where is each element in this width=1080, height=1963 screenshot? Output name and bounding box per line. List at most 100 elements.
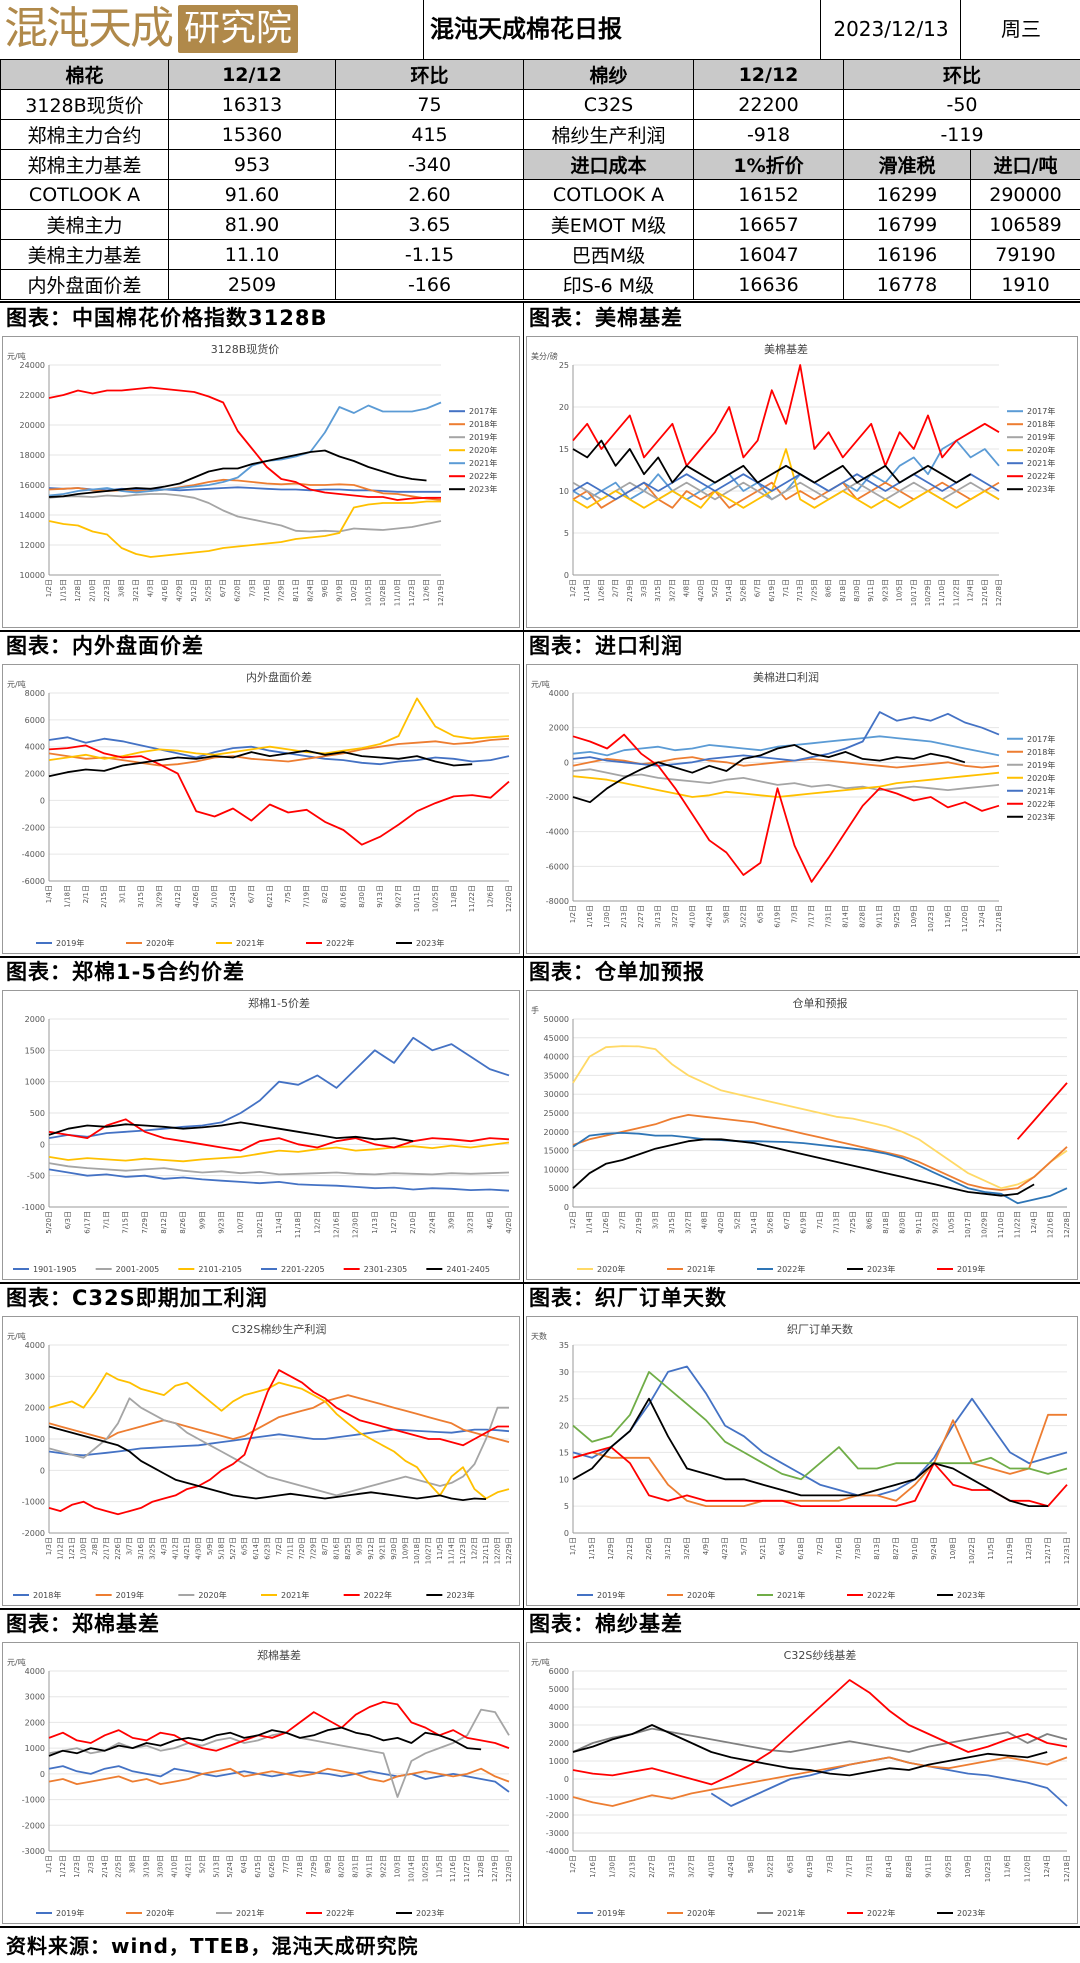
legend-label: 2020年 (1027, 773, 1055, 783)
x-tick-label: 11/16日 (449, 1855, 457, 1882)
x-tick-label: 4/26日 (192, 885, 200, 908)
x-tick-label: 12/31日 (1063, 1537, 1071, 1564)
x-tick-label: 4/20日 (505, 1211, 513, 1234)
table-row: COTLOOK A 91.60 2.60 (0, 179, 524, 210)
chart-panel: 仓单和预报手 0 5000 10000 15000 20000 25000 30000 3500… (526, 990, 1078, 1280)
x-tick-label: 10/11日 (413, 885, 421, 912)
y-tick-label: 20000 (20, 421, 45, 430)
y-tick-label: 22000 (20, 391, 45, 400)
x-tick-label: 8/16日 (333, 1537, 341, 1560)
x-tick-label: 10/17日 (964, 1211, 972, 1238)
report-date: 2023/12/13 (820, 0, 961, 59)
table-cell: 415 (335, 119, 524, 150)
x-tick-label: 4/9日 (702, 1537, 710, 1555)
table-cell: 91.60 (168, 179, 336, 210)
x-tick-label: 9/23日 (218, 1211, 226, 1234)
x-tick-label: 8/30日 (898, 1211, 906, 1234)
series-line (572, 448, 1000, 509)
x-tick-label: 8/30日 (358, 885, 366, 908)
report-header: 混沌天成 研究院 混沌天成棉花日报 2023/12/13 周三 (0, 0, 1080, 61)
y-tick-label: -2000 (22, 1821, 45, 1830)
y-tick-label: 4000 (25, 1667, 45, 1676)
x-tick-label: 2/1日 (82, 885, 90, 903)
legend-label: 2401-2405 (446, 1265, 490, 1274)
x-tick-label: 6/26日 (268, 1855, 276, 1878)
y-axis-label: 元/吨 (7, 679, 26, 689)
y-tick-label: 5000 (549, 1184, 569, 1193)
y-tick-label: 1000 (25, 1744, 45, 1753)
x-tick-label: 1/12日 (57, 1537, 65, 1560)
legend-label: 2023年 (1027, 812, 1055, 822)
chart-title: 3128B现货价 (211, 342, 280, 356)
x-tick-label: 10/25日 (431, 885, 439, 912)
source-note: 资料来源：wind，TTEB，混沌天成研究院 (6, 1934, 419, 1958)
table-cell: 953 (168, 149, 336, 180)
table-row: 印S-6 M级 16636 16778 1910 (523, 269, 1080, 300)
x-tick-label: 5/14日 (750, 1211, 758, 1234)
series-line (48, 1036, 510, 1139)
legend-label: 2020年 (146, 938, 174, 948)
x-tick-label: 9/9日 (198, 1211, 206, 1229)
y-tick-label: -500 (27, 1172, 45, 1181)
x-tick-label: 5/14日 (725, 579, 733, 602)
x-tick-label: 7/13日 (796, 579, 804, 602)
series-line (48, 744, 510, 846)
divider (0, 301, 1080, 303)
chart-title: 织厂订单天数 (787, 1323, 853, 1336)
x-tick-label: 9/3日 (356, 1537, 364, 1555)
x-tick-label: 5/22日 (739, 905, 747, 928)
x-tick-label: 2/10日 (409, 1211, 417, 1234)
x-tick-label: 5/9日 (206, 1537, 214, 1555)
logo-text: 混沌天成 (4, 3, 174, 54)
y-tick-label: -4000 (546, 1847, 569, 1856)
x-tick-label: 10/29日 (924, 579, 932, 606)
table-cell: 81.90 (168, 209, 336, 240)
y-tick-label: 0 (564, 571, 569, 580)
x-tick-label: 1/30日 (609, 1855, 617, 1878)
x-tick-label: 8/24日 (306, 579, 314, 602)
x-tick-label: 1/2日 (569, 905, 577, 923)
y-tick-label: -3000 (546, 1829, 569, 1838)
series-line (710, 1756, 1068, 1807)
section-title: 图表：仓单加预报 (529, 960, 705, 984)
y-tick-label: 5 (564, 529, 569, 538)
table-cell: 75 (335, 89, 524, 120)
x-tick-label: 3/27日 (668, 579, 676, 602)
x-tick-label: 2/12日 (626, 1537, 634, 1560)
x-tick-label: 1/2日 (569, 1211, 577, 1229)
series-line (48, 1168, 510, 1192)
x-tick-label: 3/9日 (448, 1211, 456, 1229)
x-tick-label: 8/18日 (839, 579, 847, 602)
cotton-table-header: 棉花 12/12 环比 (0, 59, 524, 90)
legend-label: 2022年 (867, 1908, 895, 1918)
x-tick-label: 1/1日 (45, 1855, 53, 1873)
x-tick-label: 3/16日 (137, 1537, 145, 1560)
y-tick-label: 15 (559, 1448, 569, 1457)
series-line (48, 1162, 510, 1176)
x-tick-label: 4/10日 (707, 1855, 715, 1878)
series-line (572, 1138, 1035, 1197)
x-tick-label: 10/22日 (968, 1537, 976, 1564)
table-cell: 棉纱生产利润 (523, 119, 694, 150)
x-tick-label: 11/5日 (987, 1537, 995, 1560)
row-label: 郑棉主力合约 (0, 119, 169, 150)
legend-label: 2021年 (469, 458, 497, 468)
x-tick-label: 8/6日 (825, 579, 833, 597)
x-tick-label: 1/23日 (73, 1855, 81, 1878)
y-tick-label: 4000 (549, 1703, 569, 1712)
y-tick-label: 2000 (549, 724, 569, 733)
x-tick-label: 6/19日 (773, 905, 781, 928)
y-tick-label: 16000 (20, 481, 45, 490)
x-tick-label: 11/22日 (952, 579, 960, 606)
x-tick-label: 2/17日 (103, 1537, 111, 1560)
chart-title: C32S棉纱生产利润 (232, 1322, 327, 1336)
y-tick-label: -2000 (22, 1529, 45, 1538)
x-tick-label: 8/14日 (885, 1855, 893, 1878)
x-tick-label: 11/19日 (1006, 1537, 1014, 1564)
table-row: 棉纱生产利润 -918 -119 (523, 119, 1080, 150)
x-tick-label: 11/8日 (450, 885, 458, 908)
x-tick-label: 2/24日 (428, 1211, 436, 1234)
section-title: 图表：棉纱基差 (529, 1612, 683, 1636)
x-tick-label: 6/5日 (786, 1855, 794, 1873)
